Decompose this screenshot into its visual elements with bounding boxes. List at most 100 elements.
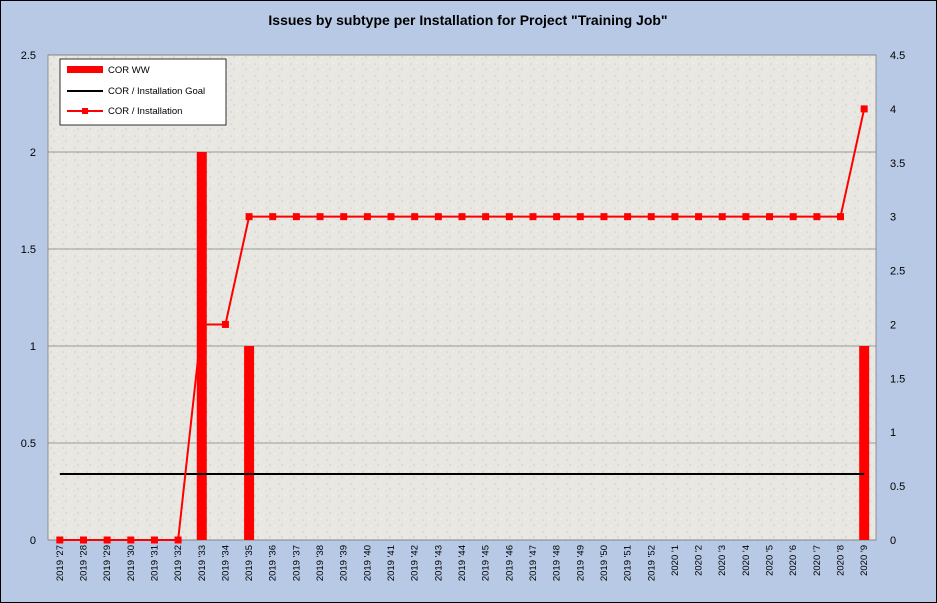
bar [859, 346, 870, 540]
data-marker [600, 213, 608, 221]
x-tick-label: 2019 '38 [315, 545, 326, 581]
bar-series-cor-ww [196, 152, 870, 540]
data-marker [340, 213, 348, 221]
x-tick-label: 2020 '2 [694, 545, 705, 576]
x-tick-label: 2019 '35 [244, 545, 255, 581]
left-tick-label: 1.5 [21, 244, 36, 256]
x-tick-label: 2019 '31 [149, 545, 160, 581]
data-marker [174, 536, 182, 544]
x-tick-label: 2020 '3 [717, 545, 728, 576]
left-axis: 0 0.5 1 1.5 2 2.5 [21, 50, 36, 547]
legend-swatch-bar [67, 66, 103, 73]
cor-installation-series [56, 105, 868, 544]
x-tick-label: 2020 '9 [859, 545, 870, 576]
data-marker [221, 320, 229, 328]
data-marker [458, 213, 466, 221]
plot-border [47, 54, 877, 541]
left-tick-label: 0.5 [21, 438, 36, 450]
x-tick-label: 2019 '47 [528, 545, 539, 581]
right-tick-label: 4.5 [890, 50, 905, 62]
x-tick-label: 2019 '44 [457, 545, 468, 581]
data-marker [766, 213, 774, 221]
right-tick-label: 2.5 [890, 266, 905, 278]
data-marker [198, 320, 206, 328]
data-marker [647, 213, 655, 221]
data-marker [292, 213, 300, 221]
legend-label-goal: COR / Installation Goal [108, 86, 205, 97]
data-marker [434, 213, 442, 221]
right-tick-label: 0.5 [890, 481, 905, 493]
left-tick-label: 1 [30, 341, 36, 353]
x-tick-label: 2019 '27 [55, 545, 66, 581]
left-tick-label: 2.5 [21, 50, 36, 62]
chart-title: Issues by subtype per Installation for P… [268, 12, 667, 28]
x-tick-label: 2019 '37 [291, 545, 302, 581]
right-tick-label: 3 [890, 212, 896, 224]
data-marker [789, 213, 797, 221]
left-tick-label: 2 [30, 147, 36, 159]
x-tick-label: 2020 '4 [741, 545, 752, 576]
data-marker [316, 213, 324, 221]
right-tick-label: 1 [890, 427, 896, 439]
x-tick-label: 2019 '50 [599, 545, 610, 581]
legend-label-cor-ww: COR WW [108, 65, 150, 76]
bar [244, 346, 255, 540]
right-tick-label: 0 [890, 535, 896, 547]
x-tick-label: 2019 '43 [433, 545, 444, 581]
data-marker [269, 213, 277, 221]
data-marker [624, 213, 632, 221]
data-marker [363, 213, 371, 221]
x-tick-label: 2019 '32 [173, 545, 184, 581]
x-tick-label: 2019 '29 [102, 545, 113, 581]
data-marker [718, 213, 726, 221]
x-tick-label: 2020 '7 [812, 545, 823, 576]
x-tick-label: 2019 '52 [646, 545, 657, 581]
plot-area [48, 55, 876, 540]
data-marker [411, 213, 419, 221]
legend-label-installation: COR / Installation [108, 106, 182, 117]
x-tick-label: 2019 '28 [78, 545, 89, 581]
x-tick-label: 2019 '36 [268, 545, 279, 581]
data-marker [576, 213, 584, 221]
x-tick-label: 2019 '41 [386, 545, 397, 581]
x-tick-label: 2020 '5 [765, 545, 776, 576]
data-marker [695, 213, 703, 221]
data-marker [837, 213, 845, 221]
x-tick-label: 2019 '48 [552, 545, 563, 581]
x-tick-label: 2019 '33 [197, 545, 208, 581]
data-marker [671, 213, 679, 221]
x-tick-label: 2020 '8 [836, 545, 847, 576]
x-tick-label: 2019 '34 [220, 545, 231, 581]
data-marker [529, 213, 537, 221]
data-marker [150, 536, 158, 544]
data-marker [103, 536, 111, 544]
right-axis: 0 0.5 1 1.5 2 2.5 3 3.5 4 4.5 [890, 50, 905, 547]
x-axis: 2019 '27 2019 '28 2019 '29 2019 '30 2019 '31… [55, 545, 870, 581]
x-tick-label: 2019 '45 [481, 545, 492, 581]
left-tick-label: 0 [30, 535, 36, 547]
legend: COR WW COR / Installation Goal COR / Ins… [59, 58, 227, 126]
gridlines [47, 54, 877, 541]
right-tick-label: 4 [890, 104, 896, 116]
data-marker [553, 213, 561, 221]
x-tick-label: 2019 '49 [575, 545, 586, 581]
bar [196, 152, 207, 540]
data-marker [245, 213, 253, 221]
data-marker [505, 213, 513, 221]
x-tick-label: 2019 '39 [339, 545, 350, 581]
data-marker [742, 213, 750, 221]
data-marker [860, 105, 868, 113]
data-marker [127, 536, 135, 544]
x-tick-label: 2019 '40 [362, 545, 373, 581]
right-tick-label: 1.5 [890, 373, 905, 385]
x-tick-label: 2019 '42 [410, 545, 421, 581]
x-tick-label: 2019 '51 [623, 545, 634, 581]
data-marker [813, 213, 821, 221]
data-marker [79, 536, 87, 544]
x-tick-label: 2020 '1 [670, 545, 681, 576]
data-marker [387, 213, 395, 221]
legend-swatch-marker [82, 108, 88, 114]
x-tick-label: 2020 '6 [788, 545, 799, 576]
